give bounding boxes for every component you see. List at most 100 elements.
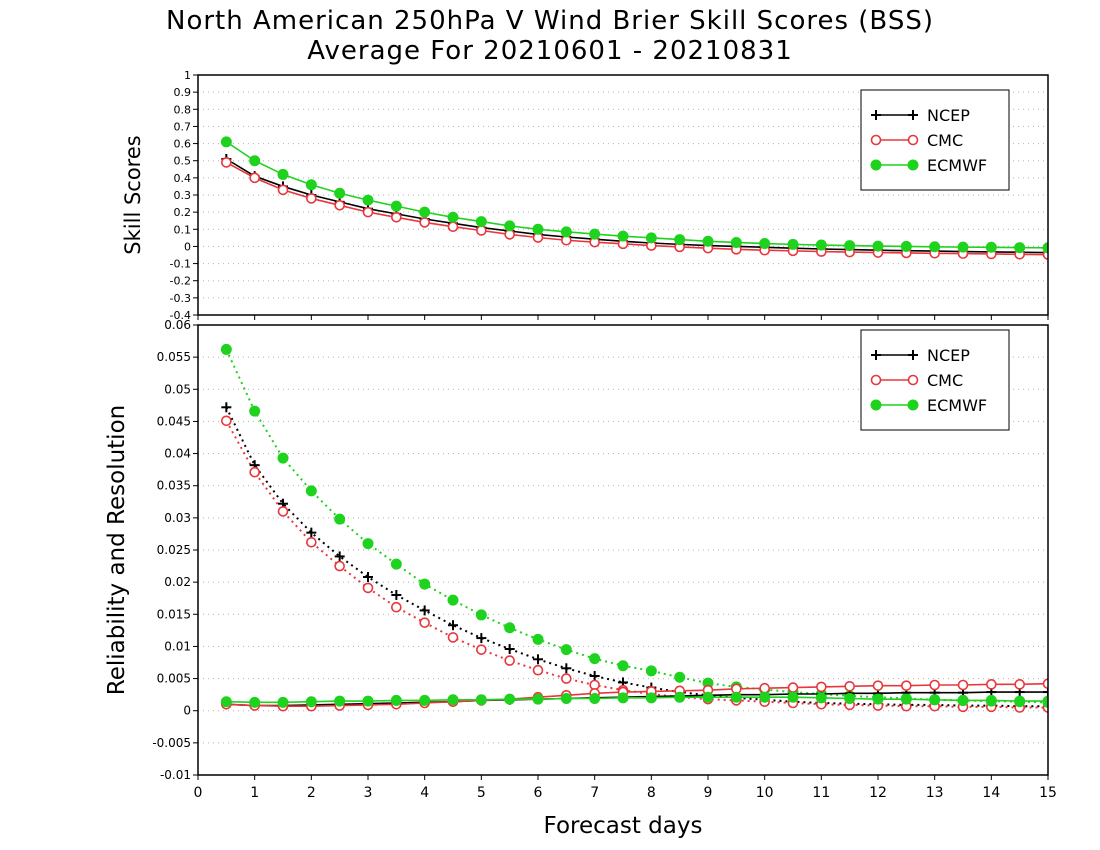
x-tick-label: 15	[1039, 785, 1057, 801]
marker-ecmwf	[1042, 242, 1048, 254]
marker-ncep	[448, 620, 458, 631]
marker-ecmwf	[475, 216, 487, 228]
plot-frame	[197, 74, 1049, 316]
y-tick-label: 0.03	[164, 511, 191, 525]
marker-ecmwf	[334, 513, 346, 525]
marker-cmc	[476, 644, 487, 655]
y-tick-label: 0	[183, 704, 191, 718]
marker-ecmwf	[362, 538, 374, 550]
marker-ecmwf	[447, 211, 459, 223]
marker-cmc	[391, 211, 402, 223]
marker-ecmwf	[617, 660, 629, 672]
marker-cmc	[334, 560, 345, 572]
marker-ecmwf	[447, 694, 459, 706]
marker-ncep	[476, 633, 487, 644]
marker-ecmwf	[1014, 695, 1026, 707]
marker-ecmwf	[645, 692, 657, 704]
y-tick-label: 0.055	[157, 350, 191, 364]
marker-ecmwf	[957, 694, 969, 706]
marker-ecmwf	[362, 695, 374, 707]
legend-marker	[870, 374, 882, 386]
legend-marker	[870, 134, 882, 146]
marker-ecmwf	[504, 693, 516, 705]
x-tick-label: 5	[477, 785, 486, 801]
marker-ncep	[589, 671, 600, 681]
x-tick-label: 1	[250, 785, 259, 801]
legend-item-ncep: NCEP	[871, 346, 970, 365]
marker-cmc	[1042, 678, 1048, 690]
marker-cmc	[447, 221, 459, 233]
y-tick-label: 0.8	[174, 103, 192, 116]
y-tick-label: 1	[184, 69, 191, 82]
marker-ecmwf	[674, 691, 686, 703]
chart-title: North American 250hPa V Wind Brier Skill…	[166, 6, 934, 36]
x-tick-label: 14	[982, 785, 1000, 801]
legend: NCEP CMC ECMWF	[860, 89, 1010, 191]
marker-ecmwf	[730, 691, 742, 703]
y-tick-label: 0.005	[157, 672, 191, 686]
x-tick-label: 10	[756, 785, 774, 801]
y-tick-label: -0.005	[152, 736, 191, 750]
marker-ecmwf	[645, 232, 657, 244]
marker-ecmwf	[589, 653, 601, 665]
marker-ecmwf	[220, 343, 232, 355]
y-tick-label: 0.3	[174, 189, 192, 202]
marker-cmc	[787, 682, 799, 693]
marker-ecmwf	[1042, 695, 1048, 707]
y-tick-label: 0.05	[164, 382, 191, 396]
y-tick-label: -0.01	[160, 768, 191, 782]
marker-cmc	[447, 632, 459, 643]
y-axis-label: Skill Scores	[121, 135, 145, 254]
marker-ecmwf	[872, 693, 884, 705]
x-tick-label: 6	[534, 785, 543, 801]
marker-cmc	[277, 506, 289, 517]
marker-cmc	[362, 582, 374, 594]
marker-ncep	[1043, 687, 1048, 698]
legend-item-ecmwf: ECMWF	[870, 156, 987, 175]
x-tick-label: 2	[307, 785, 316, 801]
series-line-cmc-reliability	[226, 682, 1048, 708]
legend-label: ECMWF	[927, 156, 987, 175]
marker-ecmwf	[589, 228, 601, 240]
marker-ecmwf	[900, 693, 912, 705]
marker-ecmwf	[277, 696, 289, 708]
y-tick-label: 0.2	[174, 206, 192, 219]
marker-ecmwf	[787, 691, 799, 703]
marker-ecmwf	[334, 695, 346, 707]
marker-cmc	[221, 415, 232, 427]
marker-ncep	[334, 551, 345, 562]
marker-cmc	[929, 679, 940, 691]
marker-cmc	[759, 682, 770, 694]
marker-ecmwf	[419, 578, 431, 590]
marker-ncep	[561, 663, 572, 674]
marker-cmc	[306, 536, 317, 548]
marker-ecmwf	[419, 694, 431, 706]
chart-subtitle: Average For 20210601 - 20210831	[307, 36, 793, 66]
marker-ncep	[391, 590, 402, 600]
series-group	[220, 136, 1048, 260]
y-tick-label: 0.025	[157, 543, 191, 557]
marker-cmc	[334, 199, 345, 211]
marker-cmc	[221, 157, 232, 168]
legend-item-cmc: CMC	[870, 131, 963, 150]
marker-ecmwf	[390, 200, 402, 212]
marker-ecmwf	[362, 194, 374, 206]
marker-cmc	[957, 679, 969, 691]
x-tick-label: 3	[364, 785, 373, 801]
y-tick-label: 0.015	[157, 607, 191, 621]
marker-cmc	[901, 680, 912, 691]
marker-cmc	[419, 617, 430, 628]
marker-ecmwf	[985, 694, 997, 706]
marker-ecmwf	[900, 240, 912, 252]
legend-marker	[907, 134, 919, 146]
y-tick-label: -0.1	[170, 258, 191, 271]
marker-ecmwf	[532, 633, 544, 645]
marker-ecmwf	[390, 558, 402, 570]
legend-label: CMC	[927, 131, 963, 150]
y-tick-label: 0.04	[164, 447, 191, 461]
legend-marker	[870, 159, 882, 171]
y-tick-label: -0.3	[170, 292, 191, 305]
marker-ecmwf	[815, 692, 827, 704]
x-axis-label: Forecast days	[544, 813, 703, 839]
marker-cmc	[476, 225, 487, 236]
